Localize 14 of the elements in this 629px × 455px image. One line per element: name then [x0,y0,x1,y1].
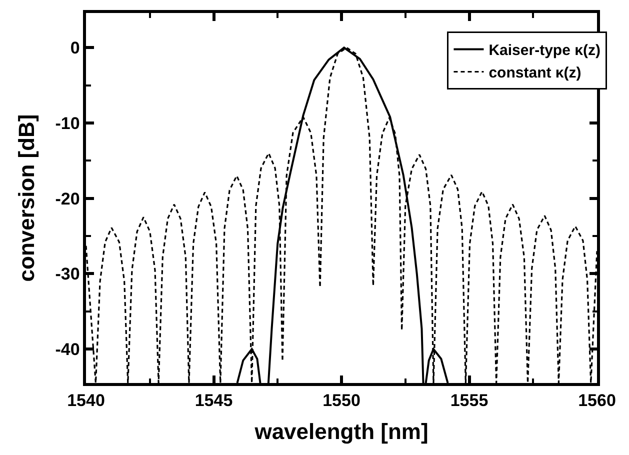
y-tick-label: -10 [55,114,80,133]
x-tick-label: 1540 [67,391,105,410]
x-axis-title: wavelength [nm] [254,419,428,444]
x-tick-label: 1555 [450,391,488,410]
y-tick-label: -30 [55,264,80,284]
x-tick-label: 1560 [578,391,616,410]
y-tick-label: 0 [70,38,80,58]
y-tick-label: -40 [55,340,80,360]
legend-label: Kaiser-type κ(z) [488,42,600,60]
y-axis-title: conversion [dB] [14,114,40,282]
y-tick-label: -20 [55,189,80,208]
x-tick-label: 1550 [322,391,360,410]
x-tick-label: 1545 [194,391,233,410]
legend-label: constant κ(z) [488,64,582,82]
